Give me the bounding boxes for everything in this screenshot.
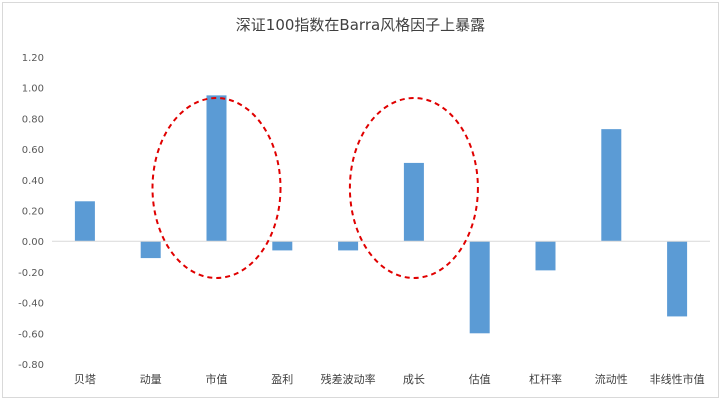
bars (74, 95, 688, 334)
y-tick-label: 0.60 (22, 145, 44, 156)
bar-成长 (403, 162, 424, 242)
y-tick-label: -0.60 (18, 329, 44, 340)
bar-动量 (140, 241, 161, 259)
x-category-label: 杠杆率 (529, 372, 562, 386)
bar-贝塔 (74, 201, 95, 242)
y-tick-label: -0.80 (18, 360, 44, 371)
highlight-ellipse-市值 (151, 97, 282, 279)
x-category-label: 流动性 (595, 372, 628, 386)
highlight-ellipse-成长 (348, 97, 479, 279)
bar-盈利 (272, 241, 293, 251)
x-category-label: 盈利 (271, 373, 293, 386)
bar-市值 (206, 95, 227, 242)
bar-估值 (469, 241, 490, 334)
x-category-label: 动量 (140, 373, 162, 386)
x-category-label: 市值 (206, 372, 228, 386)
bar-非线性市值 (667, 241, 688, 317)
chart-title: 深证100指数在Barra风格因子上暴露 (235, 16, 486, 34)
y-tick-label: -0.20 (18, 268, 44, 279)
y-axis-ticks: 1.20 1.00 0.80 0.60 0.40 0.20 0.00 -0.20 -0.40 -0… (18, 53, 44, 371)
y-tick-label: 0.80 (22, 114, 44, 125)
x-category-label: 残差波动率 (321, 372, 376, 386)
x-category-label: 成长 (403, 373, 425, 386)
x-category-label: 估值 (469, 373, 491, 386)
y-tick-label: 0.40 (22, 176, 44, 187)
x-category-label: 贝塔 (74, 373, 96, 386)
bar-杠杆率 (535, 241, 556, 271)
x-axis-categories: 贝塔 动量 市值 盈利 残差波动率 成长 估值 杠杆率 流动性 非线性市值 (74, 372, 705, 386)
y-tick-label: 0.20 (22, 207, 44, 218)
y-tick-label: -0.40 (18, 299, 44, 310)
highlight-ellipses (151, 97, 479, 279)
y-tick-label: 1.00 (22, 84, 44, 95)
bar-残差波动率 (338, 241, 359, 251)
y-tick-label: 1.20 (22, 53, 44, 64)
x-category-label: 非线性市值 (650, 372, 705, 386)
y-tick-label: 0.00 (22, 237, 44, 248)
bar-流动性 (601, 129, 622, 242)
